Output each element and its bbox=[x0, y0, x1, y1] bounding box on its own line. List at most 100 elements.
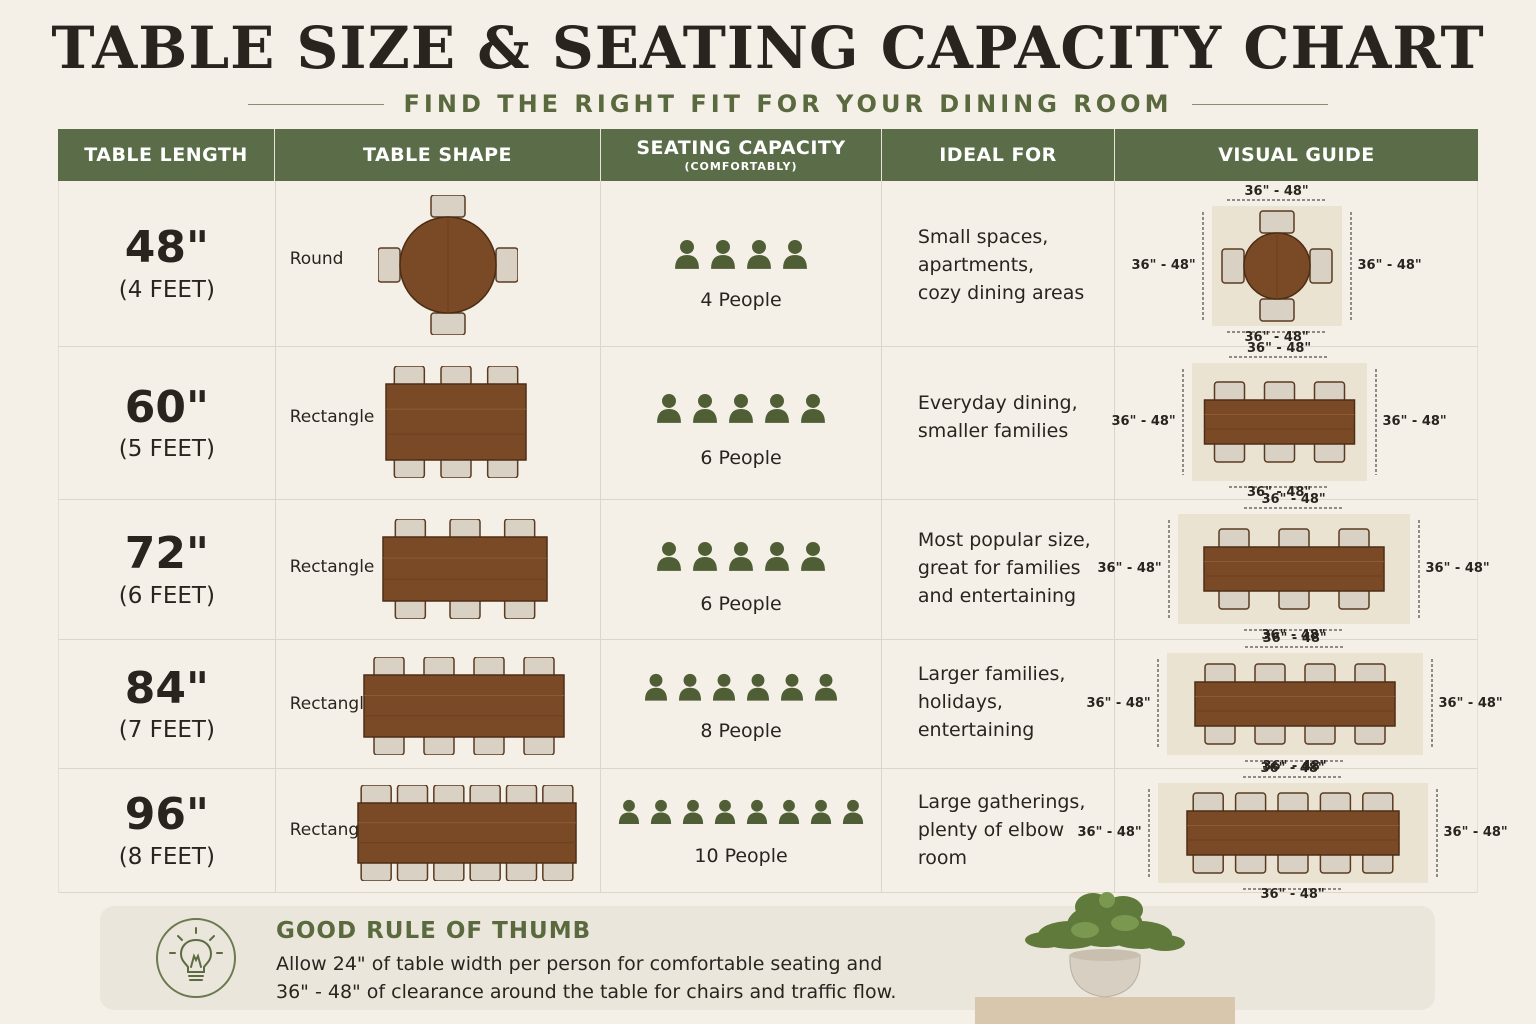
length-cell: 48" (4 FEET) bbox=[59, 181, 276, 346]
shape-cell: Rectangle bbox=[276, 500, 602, 639]
table-length: 96" bbox=[124, 789, 209, 841]
arrow-bottom bbox=[1244, 760, 1345, 762]
dimension-left: 36" - 48" bbox=[1097, 561, 1162, 576]
dimension-right: 36" - 48" bbox=[1357, 258, 1422, 273]
visual-guide-cell: 36" - 48" 36" - 48" 36" - 48" 36" - 48" bbox=[1078, 761, 1508, 902]
dimension-bottom: 36" - 48" bbox=[1244, 330, 1309, 345]
ideal-cell: Most popular size, great for families and … bbox=[882, 500, 1115, 639]
person-icon bbox=[645, 799, 677, 828]
capacity-table: TABLE LENGTH TABLE SHAPE SEATING CAPACIT… bbox=[58, 129, 1508, 902]
ideal-cell: Everyday dining, smaller families bbox=[882, 347, 1115, 499]
person-icon bbox=[759, 541, 795, 575]
ideal-line: Everyday dining, bbox=[917, 392, 1078, 414]
length-cell: 96" (8 FEET) bbox=[59, 769, 276, 892]
people-icons bbox=[601, 239, 881, 273]
table-length-feet: (4 FEET) bbox=[118, 276, 215, 303]
ideal-line: Small spaces, bbox=[917, 226, 1049, 248]
header-visual: VISUAL GUIDE bbox=[1218, 144, 1375, 166]
arrow-bottom bbox=[1229, 486, 1330, 488]
person-icon bbox=[677, 799, 709, 828]
lightbulb-icon bbox=[156, 918, 236, 998]
ideal-line: and entertaining bbox=[917, 585, 1077, 607]
header-capacity-label: SEATING CAPACITY bbox=[636, 137, 846, 159]
person-icon bbox=[651, 393, 687, 427]
table-shape: Rectangle bbox=[289, 820, 375, 840]
header-capacity: SEATING CAPACITY (COMFORTABLY) bbox=[601, 129, 882, 181]
people-icons bbox=[601, 673, 881, 705]
person-icon bbox=[795, 541, 831, 575]
arrow-top bbox=[1226, 199, 1327, 201]
dimension-left: 36" - 48" bbox=[1131, 258, 1196, 273]
seating-capacity: 10 People bbox=[694, 845, 788, 867]
rectangle-table-icon bbox=[381, 519, 548, 619]
clearance-diagram bbox=[1191, 363, 1367, 481]
ideal-line: Larger families, bbox=[917, 663, 1066, 685]
ideal-line: Most popular size, bbox=[917, 529, 1091, 551]
visual-guide-cell: 36" - 48" 36" - 48" 36" - 48" 36" - 48" bbox=[1115, 181, 1477, 346]
table-length: 60" bbox=[124, 381, 209, 433]
ideal-line: apartments, bbox=[917, 254, 1035, 276]
dimension-left: 36" - 48" bbox=[1111, 414, 1176, 429]
ideal-cell: Large gatherings, plenty of elbow room bbox=[882, 769, 1115, 892]
dimension-left: 36" - 48" bbox=[1077, 825, 1142, 840]
shape-cell: Rectangle bbox=[276, 347, 602, 499]
person-icon bbox=[613, 799, 645, 828]
rule-line: Allow 24" of table width per person for … bbox=[276, 953, 883, 975]
seating-capacity: 6 People bbox=[700, 593, 782, 615]
dimension-top: 36" - 48" bbox=[1244, 184, 1309, 199]
person-icon bbox=[809, 673, 843, 705]
table-header: TABLE LENGTH TABLE SHAPE SEATING CAPACIT… bbox=[58, 129, 1478, 181]
divider bbox=[248, 103, 384, 105]
header-capacity-sub: (COMFORTABLY) bbox=[684, 160, 798, 173]
clearance-diagram bbox=[1211, 206, 1342, 326]
arrow-left bbox=[1157, 659, 1159, 749]
people-icons bbox=[601, 541, 881, 575]
table-length: 84" bbox=[124, 662, 209, 714]
dimension-top: 36" - 48" bbox=[1260, 761, 1325, 776]
dimension-right: 36" - 48" bbox=[1438, 696, 1503, 711]
table-row: 96" (8 FEET) Rectangle 10 People Large gat… bbox=[58, 761, 1508, 902]
rectangle-table-icon bbox=[362, 657, 565, 755]
dimension-bottom: 36" - 48" bbox=[1260, 887, 1325, 902]
person-icon bbox=[741, 673, 775, 705]
ideal-cell: Small spaces, apartments, cozy dining area… bbox=[882, 181, 1115, 346]
length-cell: 60" (5 FEET) bbox=[59, 347, 276, 499]
capacity-cell: 10 People bbox=[601, 769, 882, 892]
dimension-bottom: 36" - 48" bbox=[1261, 628, 1326, 643]
rectangle-table-icon bbox=[384, 366, 527, 478]
arrow-top bbox=[1244, 646, 1345, 648]
clearance-diagram bbox=[1166, 653, 1423, 755]
visual-guide-cell: 36" - 48" 36" - 48" 36" - 48" 36" - 48" bbox=[1111, 341, 1477, 500]
arrow-left bbox=[1182, 369, 1184, 475]
header-length: TABLE LENGTH bbox=[58, 129, 275, 181]
length-cell: 84" (7 FEET) bbox=[59, 640, 276, 768]
person-icon bbox=[741, 239, 777, 273]
dimension-bottom: 36" - 48" bbox=[1247, 485, 1312, 500]
person-icon bbox=[805, 799, 837, 828]
arrow-bottom bbox=[1242, 888, 1343, 890]
header-ideal: IDEAL FOR bbox=[882, 129, 1115, 181]
table-length-feet: (8 FEET) bbox=[118, 843, 215, 870]
table-length: 72" bbox=[124, 528, 209, 580]
person-icon bbox=[775, 673, 809, 705]
capacity-cell: 6 People bbox=[601, 347, 882, 499]
header-shape: TABLE SHAPE bbox=[275, 129, 601, 181]
rectangle-table-icon bbox=[356, 785, 577, 881]
table-shape: Rectangle bbox=[289, 407, 375, 427]
arrow-left bbox=[1148, 789, 1150, 877]
clearance-diagram bbox=[1177, 514, 1410, 624]
table-length-feet: (6 FEET) bbox=[118, 582, 215, 609]
arrow-top bbox=[1242, 776, 1343, 778]
shape-cell: Rectangle bbox=[276, 769, 602, 892]
arrow-top bbox=[1243, 507, 1344, 509]
seating-capacity: 8 People bbox=[700, 720, 782, 742]
person-icon bbox=[777, 239, 813, 273]
rule-text: Allow 24" of table width per person for … bbox=[276, 950, 896, 1006]
arrow-right bbox=[1375, 369, 1377, 475]
divider bbox=[1192, 103, 1328, 105]
table-shape: Round bbox=[289, 249, 344, 269]
table-row: 48" (4 FEET) Round 4 People Small spaces, a… bbox=[58, 181, 1478, 347]
ideal-line: plenty of elbow bbox=[917, 819, 1065, 841]
arrow-bottom bbox=[1243, 629, 1344, 631]
dimension-top: 36" - 48" bbox=[1261, 492, 1326, 507]
